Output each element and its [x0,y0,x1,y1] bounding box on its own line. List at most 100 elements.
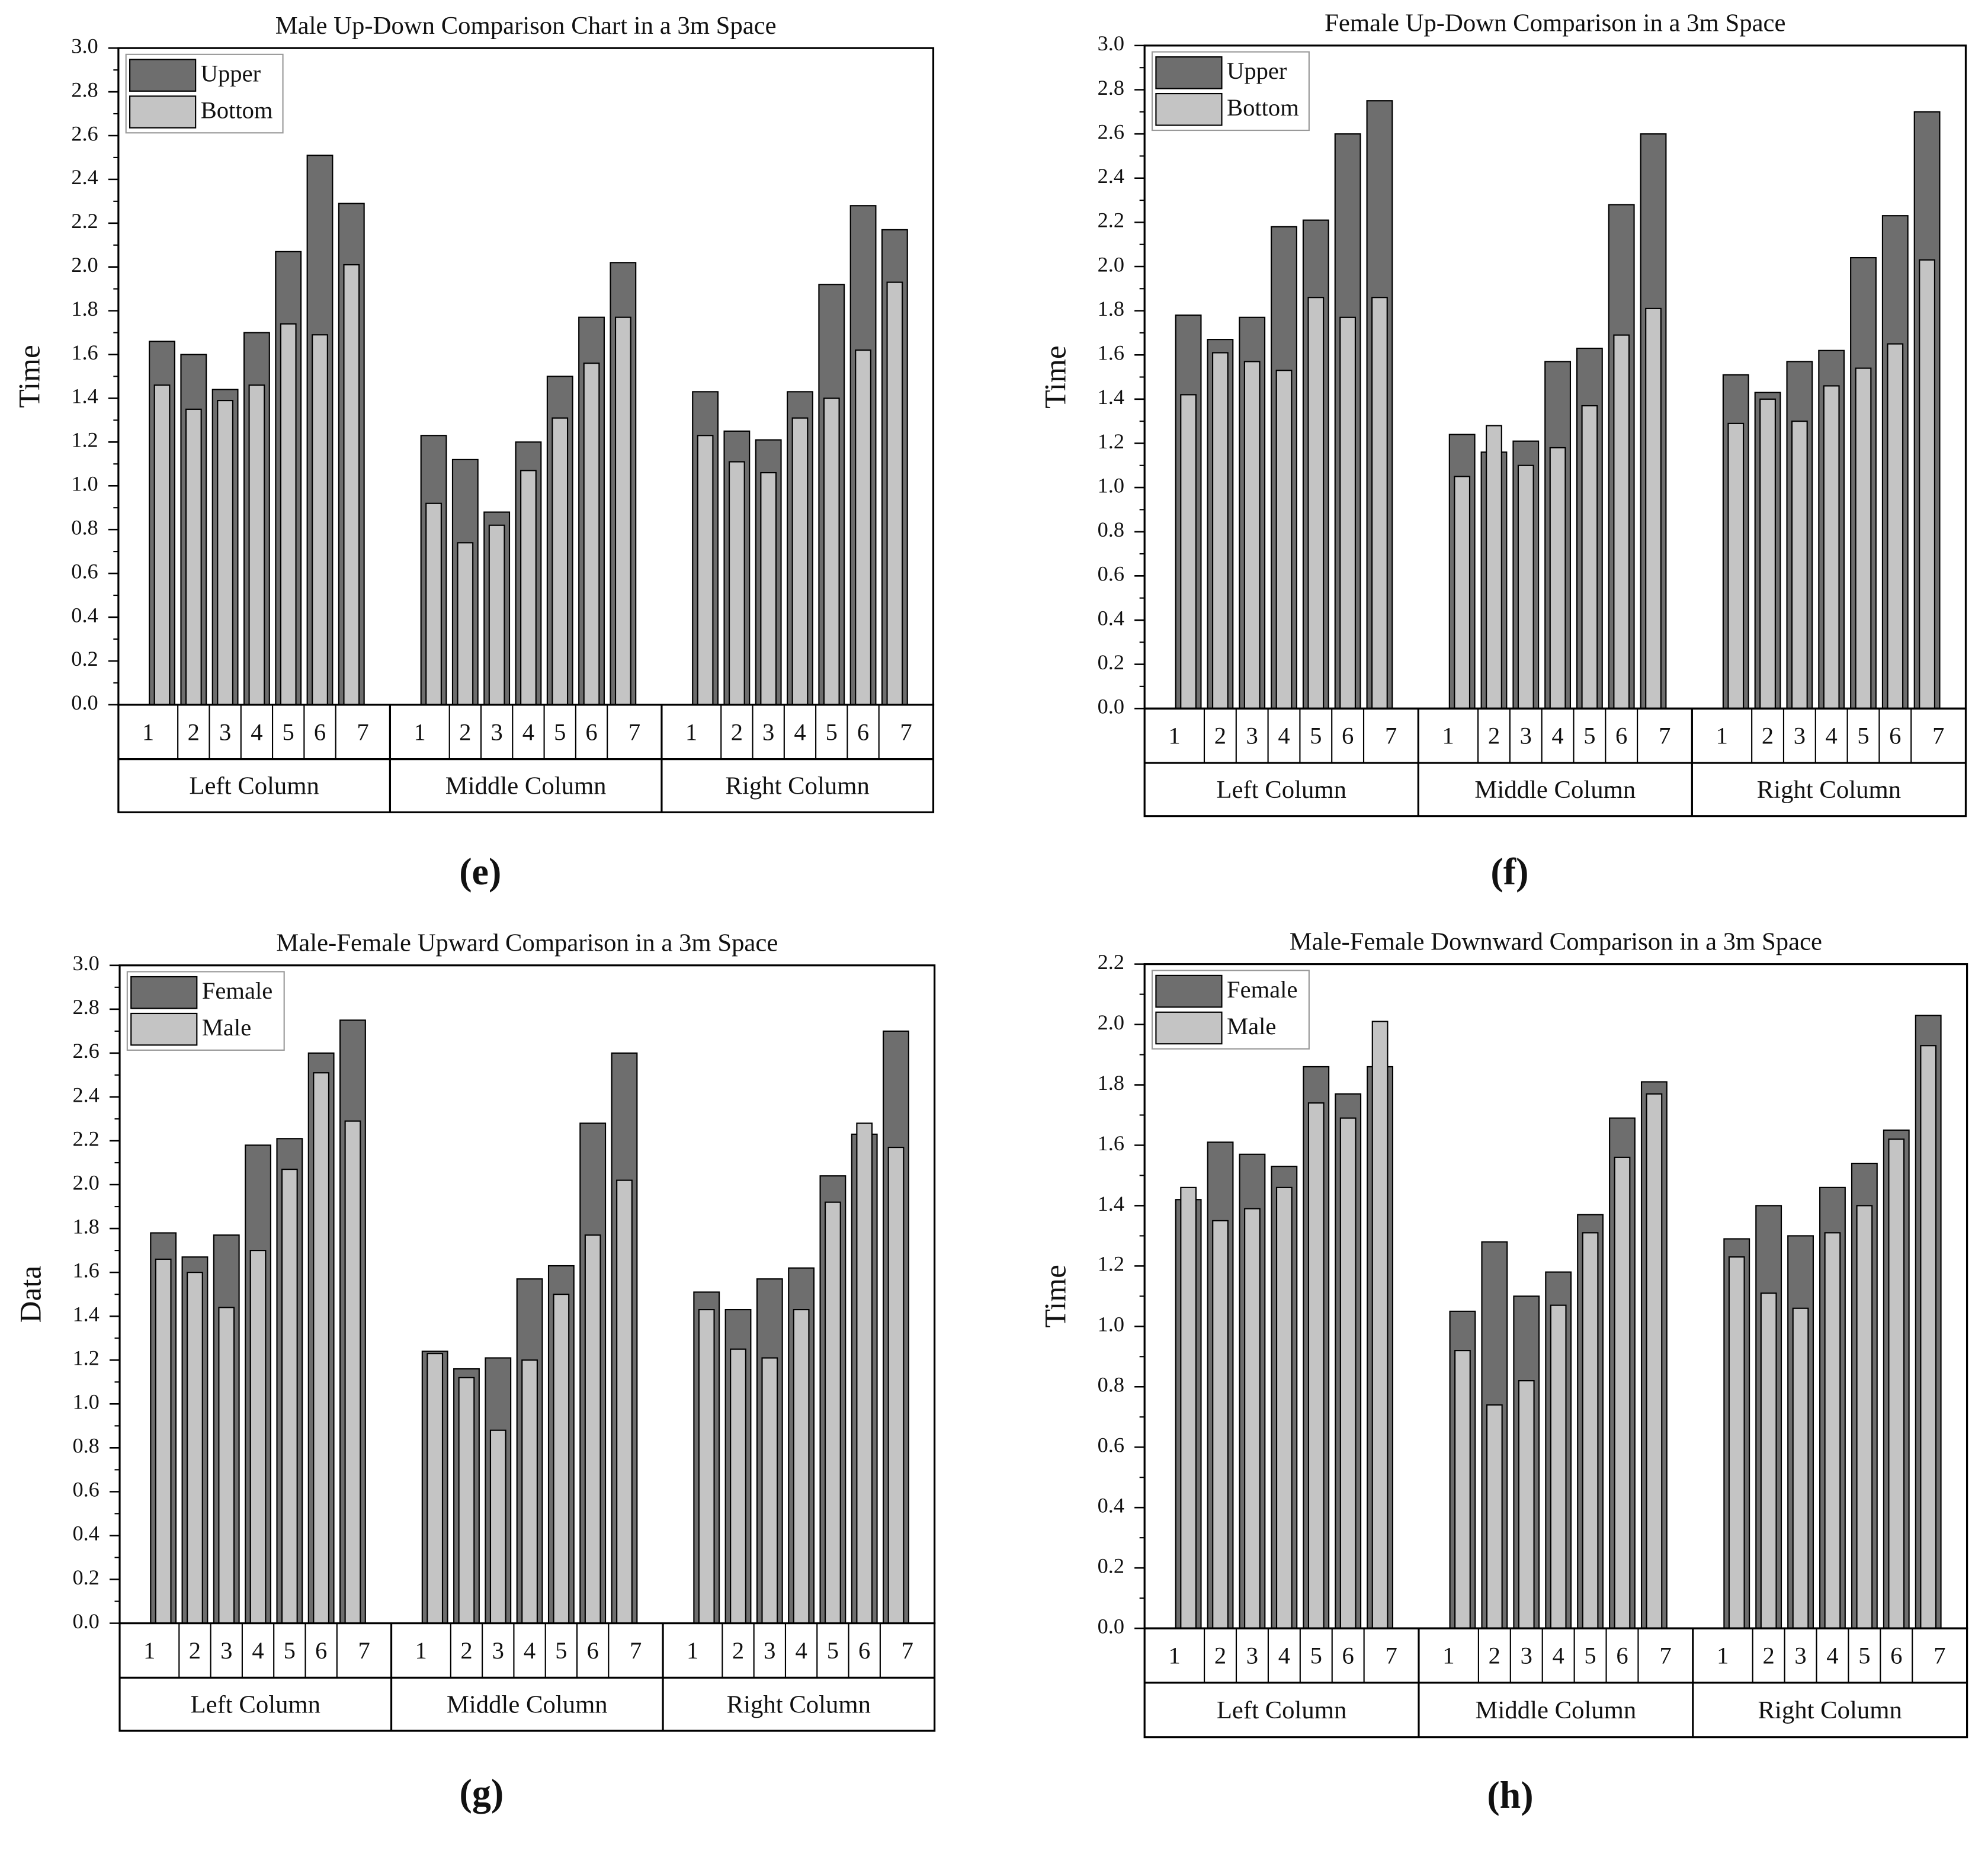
y-tick-label: 2.8 [1098,76,1124,100]
y-tick-label: 2.2 [72,1127,99,1150]
x-tick-label: 4 [795,1637,807,1664]
y-tick-label: 0.8 [1098,1373,1124,1397]
bar [488,524,505,705]
bar [1371,297,1388,710]
group-label: Left Column [189,772,319,800]
x-tick-label: 3 [1520,723,1532,749]
bar [1517,464,1534,710]
bar [793,1308,810,1624]
legend-label: Female [202,977,272,1004]
bar [1244,1208,1261,1629]
bar [520,470,537,705]
bar [1180,1186,1197,1629]
x-tick-label: 6 [858,1637,870,1664]
x-tick-label: 4 [1278,1643,1290,1669]
chart-title: Male Up-Down Comparison Chart in a 3m Sp… [275,12,777,40]
y-tick-label: 2.6 [1098,120,1124,143]
x-tick-label: 2 [459,718,471,745]
legend-label: Male [202,1014,251,1041]
x-tick-label: 6 [1342,1643,1354,1669]
y-tick-label: 0.2 [72,1566,99,1589]
bar [1728,1256,1745,1629]
y-tick-label: 3.0 [72,951,99,975]
bar [344,1120,361,1624]
x-tick-label: 7 [357,718,368,745]
bar [1791,421,1808,710]
group-label: Middle Column [1476,1696,1637,1724]
group-label: Left Column [1216,776,1346,804]
legend-label: Female [1227,976,1297,1003]
x-tick-label: 2 [1763,1643,1775,1669]
group-label: Left Column [1217,1696,1347,1724]
bar [1275,370,1293,710]
bar [1550,1304,1567,1629]
bar [217,400,233,705]
bar [791,417,809,705]
x-tick-label: 6 [1890,1643,1902,1669]
y-tick-label: 2.6 [72,1039,99,1063]
group-label: Right Column [727,1690,871,1718]
bar [1760,1292,1777,1629]
y-tick-label: 0.2 [1098,1554,1124,1577]
x-tick-label: 7 [358,1637,370,1664]
x-tick-label: 1 [1716,723,1728,749]
y-tick-label: 0.8 [72,1434,99,1458]
x-tick-label: 3 [1794,723,1806,749]
legend-swatch [130,1012,198,1046]
group-label: Right Column [1758,1696,1902,1724]
bar [155,1258,172,1624]
bar [185,408,202,705]
bar [1454,476,1471,710]
bar [1549,447,1566,710]
panel-label: (h) [1487,1774,1533,1816]
x-tick-label: 4 [1553,1643,1564,1669]
bar [856,1122,873,1624]
bar [187,1272,203,1624]
bar [457,542,474,705]
x-tick-label: 2 [1489,1643,1500,1669]
x-tick-label: 2 [1488,723,1500,749]
x-tick-label: 2 [189,1637,201,1664]
bar [1613,334,1630,710]
bar [1919,259,1935,710]
x-tick-label: 6 [1615,723,1627,749]
x-tick-label: 5 [283,718,294,745]
y-tick-label: 1.6 [1098,341,1124,365]
y-tick-label: 1.4 [1098,385,1124,409]
x-tick-label: 5 [827,1637,839,1664]
bar [1581,405,1598,710]
bar [343,264,360,705]
bar [1856,1205,1873,1629]
y-tick-label: 1.8 [1098,297,1124,320]
x-tick-label: 3 [220,1637,232,1664]
legend-label: Bottom [1227,94,1299,121]
x-tick-label: 7 [1385,723,1397,749]
legend-swatch [1155,974,1223,1008]
legend-swatch [130,976,198,1009]
x-tick-label: 1 [1168,723,1180,749]
bar [1339,1117,1357,1629]
bar [1518,1380,1535,1629]
x-tick-label: 2 [188,718,200,745]
group-label: Middle Column [1474,776,1636,804]
y-tick-label: 1.8 [71,297,98,320]
bar [1887,343,1904,710]
y-tick-label: 2.8 [71,78,98,101]
y-tick-label: 0.0 [1098,695,1124,718]
x-tick-label: 3 [219,718,231,745]
bar [1646,1093,1663,1629]
y-tick-label: 0.4 [71,603,98,627]
y-tick-label: 3.0 [1098,31,1124,55]
bar [1727,422,1745,710]
bar [153,384,171,705]
bar [427,1353,444,1624]
y-tick-label: 0.6 [72,1478,99,1502]
bar [521,1359,538,1624]
y-tick-label: 1.2 [71,428,98,452]
bar [616,1179,633,1624]
y-tick-label: 0.4 [1098,1493,1124,1517]
x-tick-label: 7 [629,718,640,745]
x-tick-label: 4 [522,718,534,745]
